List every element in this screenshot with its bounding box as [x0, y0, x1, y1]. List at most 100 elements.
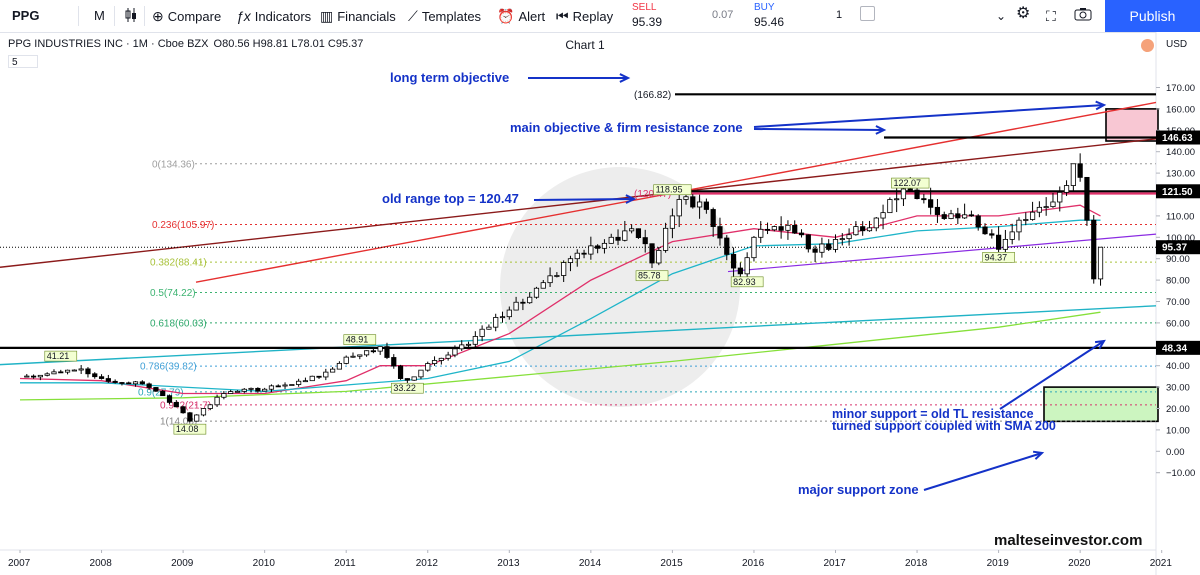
candles-icon — [125, 8, 136, 22]
candle — [826, 239, 832, 251]
candle — [24, 373, 30, 378]
annotation-sma-200: turned support coupled with SMA 200 — [832, 419, 1056, 433]
interval-button[interactable]: M — [94, 8, 105, 23]
x-tick-label: 2007 — [8, 558, 31, 569]
candle — [37, 374, 43, 381]
fib-level-label: 0.942(21.7) — [160, 400, 211, 411]
candle-body — [37, 374, 43, 378]
templates-button[interactable]: ⟋ Templates — [408, 7, 481, 25]
interval-input[interactable]: 5 — [8, 55, 38, 68]
candle — [1002, 229, 1008, 257]
fib-level-label: 1(14.08) — [160, 417, 197, 428]
candle-body — [595, 245, 601, 249]
annotation-minor-support: minor support = old TL resistance — [832, 407, 1034, 421]
price-axis-tag-text: 48.34 — [1162, 343, 1187, 354]
candle — [411, 376, 417, 381]
alert-button[interactable]: ⏰ Alert — [497, 7, 545, 25]
fib-level-label: 0.786(39.82) — [140, 362, 197, 373]
camera-icon[interactable] — [1074, 7, 1092, 25]
currency-label: USD — [1166, 39, 1188, 50]
pivot-label-text: 118.95 — [656, 185, 683, 195]
candle-body — [873, 217, 879, 229]
y-tick-label: 30.00 — [1166, 383, 1190, 394]
replay-button[interactable]: ⏮ Replay — [556, 7, 613, 25]
price-chart[interactable]: −10.000.0010.0020.0030.0040.0050.0060.00… — [0, 32, 1200, 575]
candle — [710, 207, 716, 237]
candle — [377, 346, 383, 355]
candle — [527, 292, 533, 304]
candle — [873, 217, 879, 232]
candle — [64, 369, 71, 375]
sell-button[interactable]: SELL 95.39 — [626, 0, 710, 32]
candle-body — [452, 348, 458, 356]
candle-body — [78, 368, 84, 371]
y-tick-label: 90.00 — [1166, 254, 1190, 265]
candle — [758, 221, 764, 243]
candle-body — [350, 355, 356, 358]
candle-body — [866, 227, 873, 232]
symbol-search[interactable]: PPG — [12, 8, 40, 23]
y-tick-label: 70.00 — [1166, 297, 1190, 308]
long-term-objective-value: (166.82) — [634, 90, 671, 101]
support-zone — [1043, 386, 1159, 423]
candle-body — [730, 254, 737, 269]
candle — [649, 243, 655, 269]
indicators-button[interactable]: ƒx Indicators — [236, 7, 311, 25]
candle — [642, 229, 648, 253]
status-dot-icon — [1141, 39, 1154, 52]
candle-body — [663, 227, 669, 251]
chevron-down-icon[interactable]: ⌄ — [996, 9, 1007, 23]
bar-chart-icon: ▥ — [320, 8, 334, 24]
replay-label: Replay — [572, 9, 614, 24]
candle — [506, 306, 512, 320]
candle — [703, 198, 709, 214]
candle — [941, 211, 947, 220]
chart-type-button[interactable] — [124, 7, 138, 25]
compare-button[interactable]: ⊕ Compare — [152, 7, 221, 25]
candle — [51, 369, 57, 375]
candle-body — [880, 212, 886, 219]
candle — [547, 267, 553, 287]
candle-body — [764, 228, 771, 231]
gear-icon[interactable]: ⚙ — [1016, 5, 1031, 22]
price-axis-tag-text: 121.50 — [1162, 187, 1193, 198]
candle — [860, 221, 866, 236]
y-tick-label: 170.00 — [1166, 83, 1195, 94]
candle-body — [404, 378, 410, 381]
candle — [894, 188, 900, 213]
alert-label: Alert — [518, 9, 546, 24]
candle — [588, 236, 594, 260]
pivot-label-text: 82.93 — [733, 277, 756, 287]
candle-body — [656, 250, 662, 264]
y-tick-label: 60.00 — [1166, 318, 1190, 329]
financials-label: Financials — [337, 9, 396, 24]
candle-series — [24, 153, 1104, 423]
candle — [696, 194, 703, 219]
candle — [792, 220, 798, 234]
candle-body — [58, 371, 64, 374]
financials-button[interactable]: ▥ Financials — [320, 7, 396, 25]
publish-button[interactable]: Publish — [1105, 0, 1200, 32]
candle-body — [479, 328, 485, 337]
templates-label: Templates — [421, 9, 482, 24]
candle-body — [1091, 219, 1097, 280]
buy-button[interactable]: BUY 95.46 — [748, 0, 832, 32]
fullscreen-icon[interactable]: ⛶ — [1046, 8, 1056, 24]
candle — [465, 341, 472, 349]
candle-body — [30, 375, 37, 378]
candle-body — [268, 385, 275, 390]
annotation-main-objective: main objective & firm resistance zone — [510, 120, 743, 135]
candle — [384, 342, 390, 360]
candle-body — [527, 296, 533, 304]
candle-body — [812, 248, 818, 253]
candle — [574, 249, 580, 267]
x-tick-label: 2009 — [171, 558, 194, 569]
y-tick-label: 140.00 — [1166, 147, 1195, 158]
candle — [499, 311, 506, 323]
trade-checkbox[interactable] — [860, 6, 875, 21]
candle — [425, 361, 431, 372]
candle — [194, 414, 200, 422]
candle — [948, 209, 954, 220]
candle — [119, 381, 125, 386]
quantity[interactable]: 1 — [836, 9, 843, 21]
